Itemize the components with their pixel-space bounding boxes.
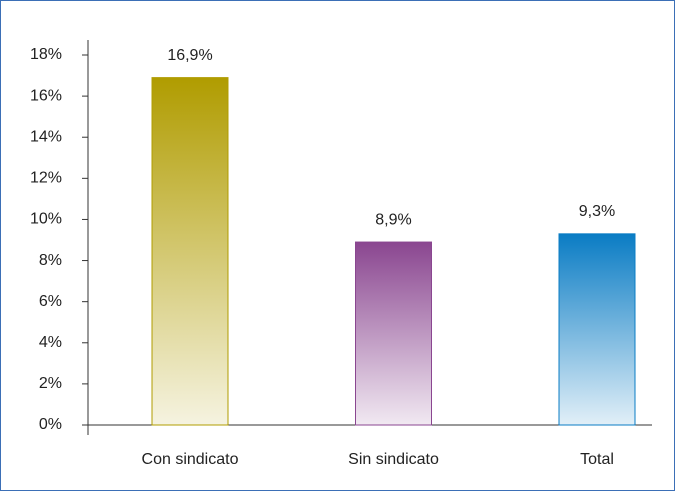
x-tick-label: Total [580,451,614,468]
y-tick-label: 6% [39,293,62,310]
x-tick-label: Sin sindicato [348,451,439,468]
y-tick-label: 10% [30,211,62,228]
y-tick-label: 0% [39,416,62,433]
y-tick-label: 8% [39,252,62,269]
value-label: 16,9% [167,47,212,64]
bar [558,233,636,426]
bar [151,77,229,426]
y-tick-label: 4% [39,334,62,351]
y-tick-label: 16% [30,87,62,104]
y-tick-label: 18% [30,46,62,63]
y-tick-label: 12% [30,170,62,187]
y-tick-label: 2% [39,375,62,392]
y-tick-label: 14% [30,128,62,145]
x-tick-label: Con sindicato [142,451,239,468]
value-label: 9,3% [579,203,615,220]
bar [355,241,432,426]
value-label: 8,9% [375,211,411,228]
